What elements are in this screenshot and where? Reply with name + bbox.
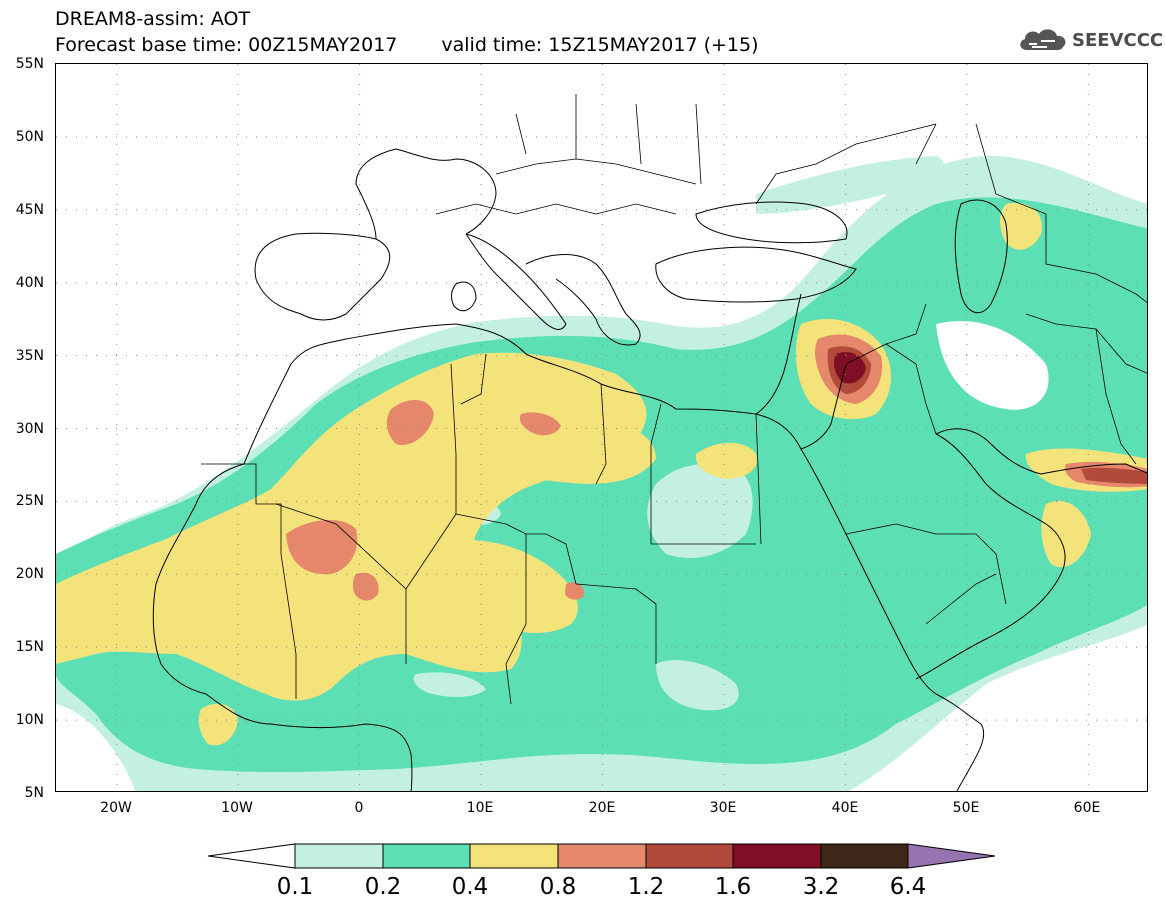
aot-band-0.8-chad xyxy=(565,582,585,600)
aot-band-0.4-chad xyxy=(436,540,578,634)
colorbar-segment-0.8-1.2 xyxy=(557,843,647,869)
lat-label-20n: 20N xyxy=(15,566,44,582)
colorbar-label-6.4: 6.4 xyxy=(889,874,927,900)
aot-hole-iran xyxy=(936,320,1049,410)
colorbar-label-0.1: 0.1 xyxy=(276,874,314,900)
cloud-icon xyxy=(1020,29,1066,50)
lon-label-0: 0 xyxy=(354,800,364,816)
aot-hole-libya-east xyxy=(647,464,753,558)
aot-band-0.4-guinea xyxy=(198,703,238,746)
map-panel xyxy=(55,63,1148,792)
lat-label-30n: 30N xyxy=(15,421,44,437)
coastlines xyxy=(152,148,1147,791)
lat-label-15n: 15N xyxy=(15,639,44,655)
colorbar-label-0.2: 0.2 xyxy=(364,874,402,900)
base-time: Forecast base time: 00Z15MAY2017 xyxy=(55,34,398,56)
lat-label-45n: 45N xyxy=(15,202,44,218)
aot-band-0.4-oman xyxy=(1041,500,1091,568)
country-borders xyxy=(201,94,1147,705)
aot-band-0.1-north xyxy=(756,156,944,214)
lon-label-60e: 60E xyxy=(1073,800,1101,816)
lon-label-10e: 10E xyxy=(466,800,494,816)
colorbar-lower-extend xyxy=(207,843,296,869)
aot-band-0.4-egypt xyxy=(695,442,757,479)
lon-label-40e: 40E xyxy=(831,800,859,816)
lat-label-50n: 50N xyxy=(15,129,44,145)
aot-band-0.8-libya xyxy=(519,412,561,436)
logo-text: SEEVCCC xyxy=(1072,29,1164,51)
colorbar-segment-0.4-0.8 xyxy=(469,843,559,869)
map-title: DREAM8-assim: AOT xyxy=(55,8,251,30)
lat-label-10n: 10N xyxy=(15,712,44,728)
time-info: Forecast base time: 00Z15MAY2017 valid ti… xyxy=(55,35,759,55)
seevccc-logo: SEEVCCC xyxy=(1017,26,1163,54)
colorbar-segment-1.6-3.2 xyxy=(732,843,822,869)
lon-label-50e: 50E xyxy=(952,800,980,816)
lat-label-40n: 40N xyxy=(15,275,44,291)
aot-shading xyxy=(56,155,1147,791)
lon-label-30e: 30E xyxy=(709,800,737,816)
colorbar-label-0.8: 0.8 xyxy=(539,874,577,900)
aot-band-0.8-mali xyxy=(286,519,358,575)
lon-label-20w: 20W xyxy=(100,800,132,816)
colorbar-segment-0.2-0.4 xyxy=(382,843,471,869)
lat-label-25n: 25N xyxy=(15,493,44,509)
grid-lines xyxy=(56,64,1147,791)
colorbar-label-0.4: 0.4 xyxy=(451,874,489,900)
colorbar-label-3.2: 3.2 xyxy=(802,874,840,900)
aot-band-0.8-algeria xyxy=(386,399,434,445)
aot-band-1.2-gulf xyxy=(1081,467,1147,484)
colorbar-upper-extend xyxy=(907,843,996,869)
colorbar-label-1.2: 1.2 xyxy=(627,874,665,900)
lon-label-10w: 10W xyxy=(221,800,253,816)
lat-label-55n: 55N xyxy=(15,56,44,72)
aot-band-0.4-libya xyxy=(470,417,656,484)
aot-band-1.6-iraq xyxy=(834,351,866,384)
lat-label-5n: 5N xyxy=(24,785,44,801)
lat-label-35n: 35N xyxy=(15,348,44,364)
colorbar-segment-0.1-0.2 xyxy=(294,843,384,869)
aot-hole-chad xyxy=(413,672,486,697)
colorbar-segment-3.2-6.4 xyxy=(820,843,909,869)
aot-hole-sahel xyxy=(656,660,739,711)
aot-band-0.8-niger xyxy=(352,572,379,601)
colorbar-segment-1.2-1.6 xyxy=(645,843,734,869)
aot-band-0.4-caspian xyxy=(1000,203,1042,250)
aot-map xyxy=(56,64,1147,791)
colorbar-label-1.6: 1.6 xyxy=(714,874,752,900)
lon-label-20e: 20E xyxy=(588,800,616,816)
valid-time: valid time: 15Z15MAY2017 (+15) xyxy=(441,34,759,56)
